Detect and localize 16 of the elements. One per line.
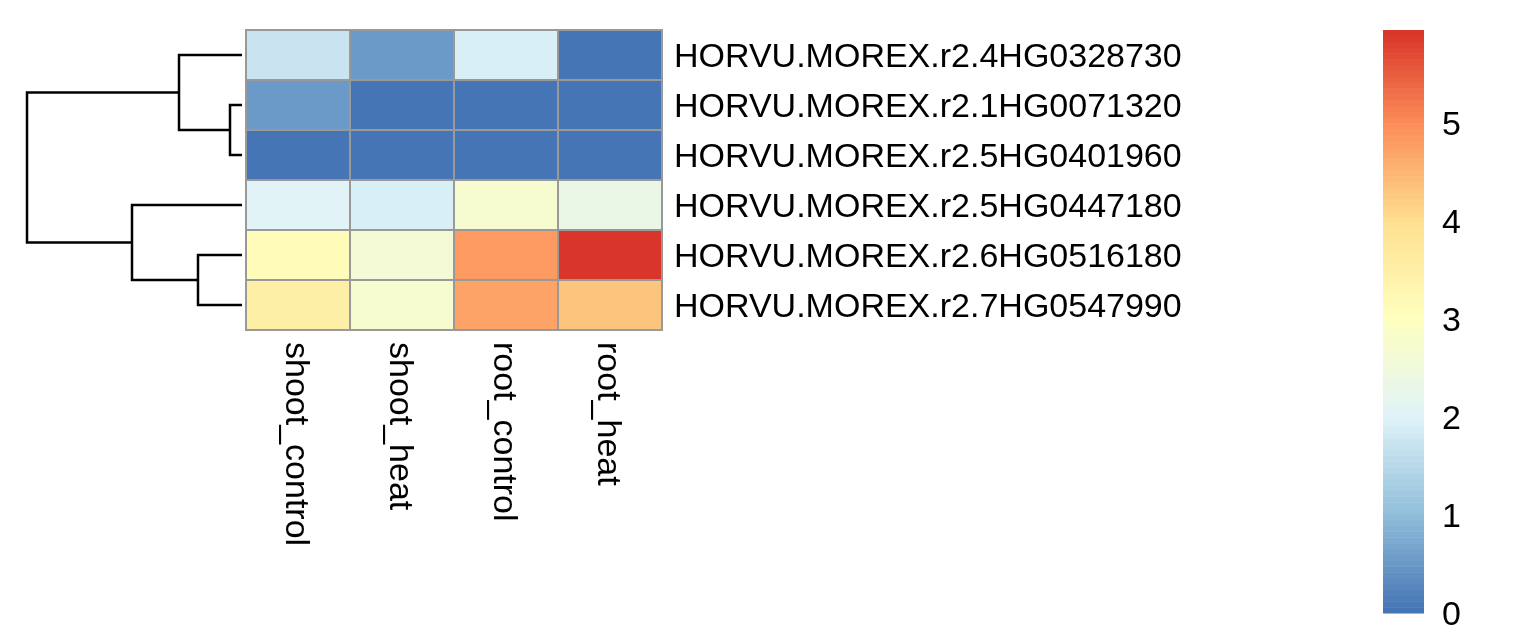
color-bar-label: 4 xyxy=(1442,201,1461,240)
x-tick-label: shoot_control xyxy=(279,342,318,547)
y-tick-label: HORVU.MOREX.r2.6HG0516180 xyxy=(674,235,1182,274)
x-tick-label: root_control xyxy=(487,342,526,522)
color-bar-label: 2 xyxy=(1442,397,1461,436)
y-tick-label: HORVU.MOREX.r2.4HG0328730 xyxy=(674,35,1182,74)
y-tick-label: HORVU.MOREX.r2.5HG0447180 xyxy=(674,185,1182,224)
color-bar-label: 0 xyxy=(1442,593,1461,632)
x-tick-label: shoot_heat xyxy=(383,342,422,511)
color-bar-label: 5 xyxy=(1442,103,1461,142)
color-bar-label: 3 xyxy=(1442,299,1461,338)
y-tick-label: HORVU.MOREX.r2.7HG0547990 xyxy=(674,285,1182,324)
y-tick-label: HORVU.MOREX.r2.1HG0071320 xyxy=(674,85,1182,124)
y-tick-label: HORVU.MOREX.r2.5HG0401960 xyxy=(674,135,1182,174)
x-tick-label: root_heat xyxy=(591,342,630,487)
color-bar-label: 1 xyxy=(1442,495,1461,534)
